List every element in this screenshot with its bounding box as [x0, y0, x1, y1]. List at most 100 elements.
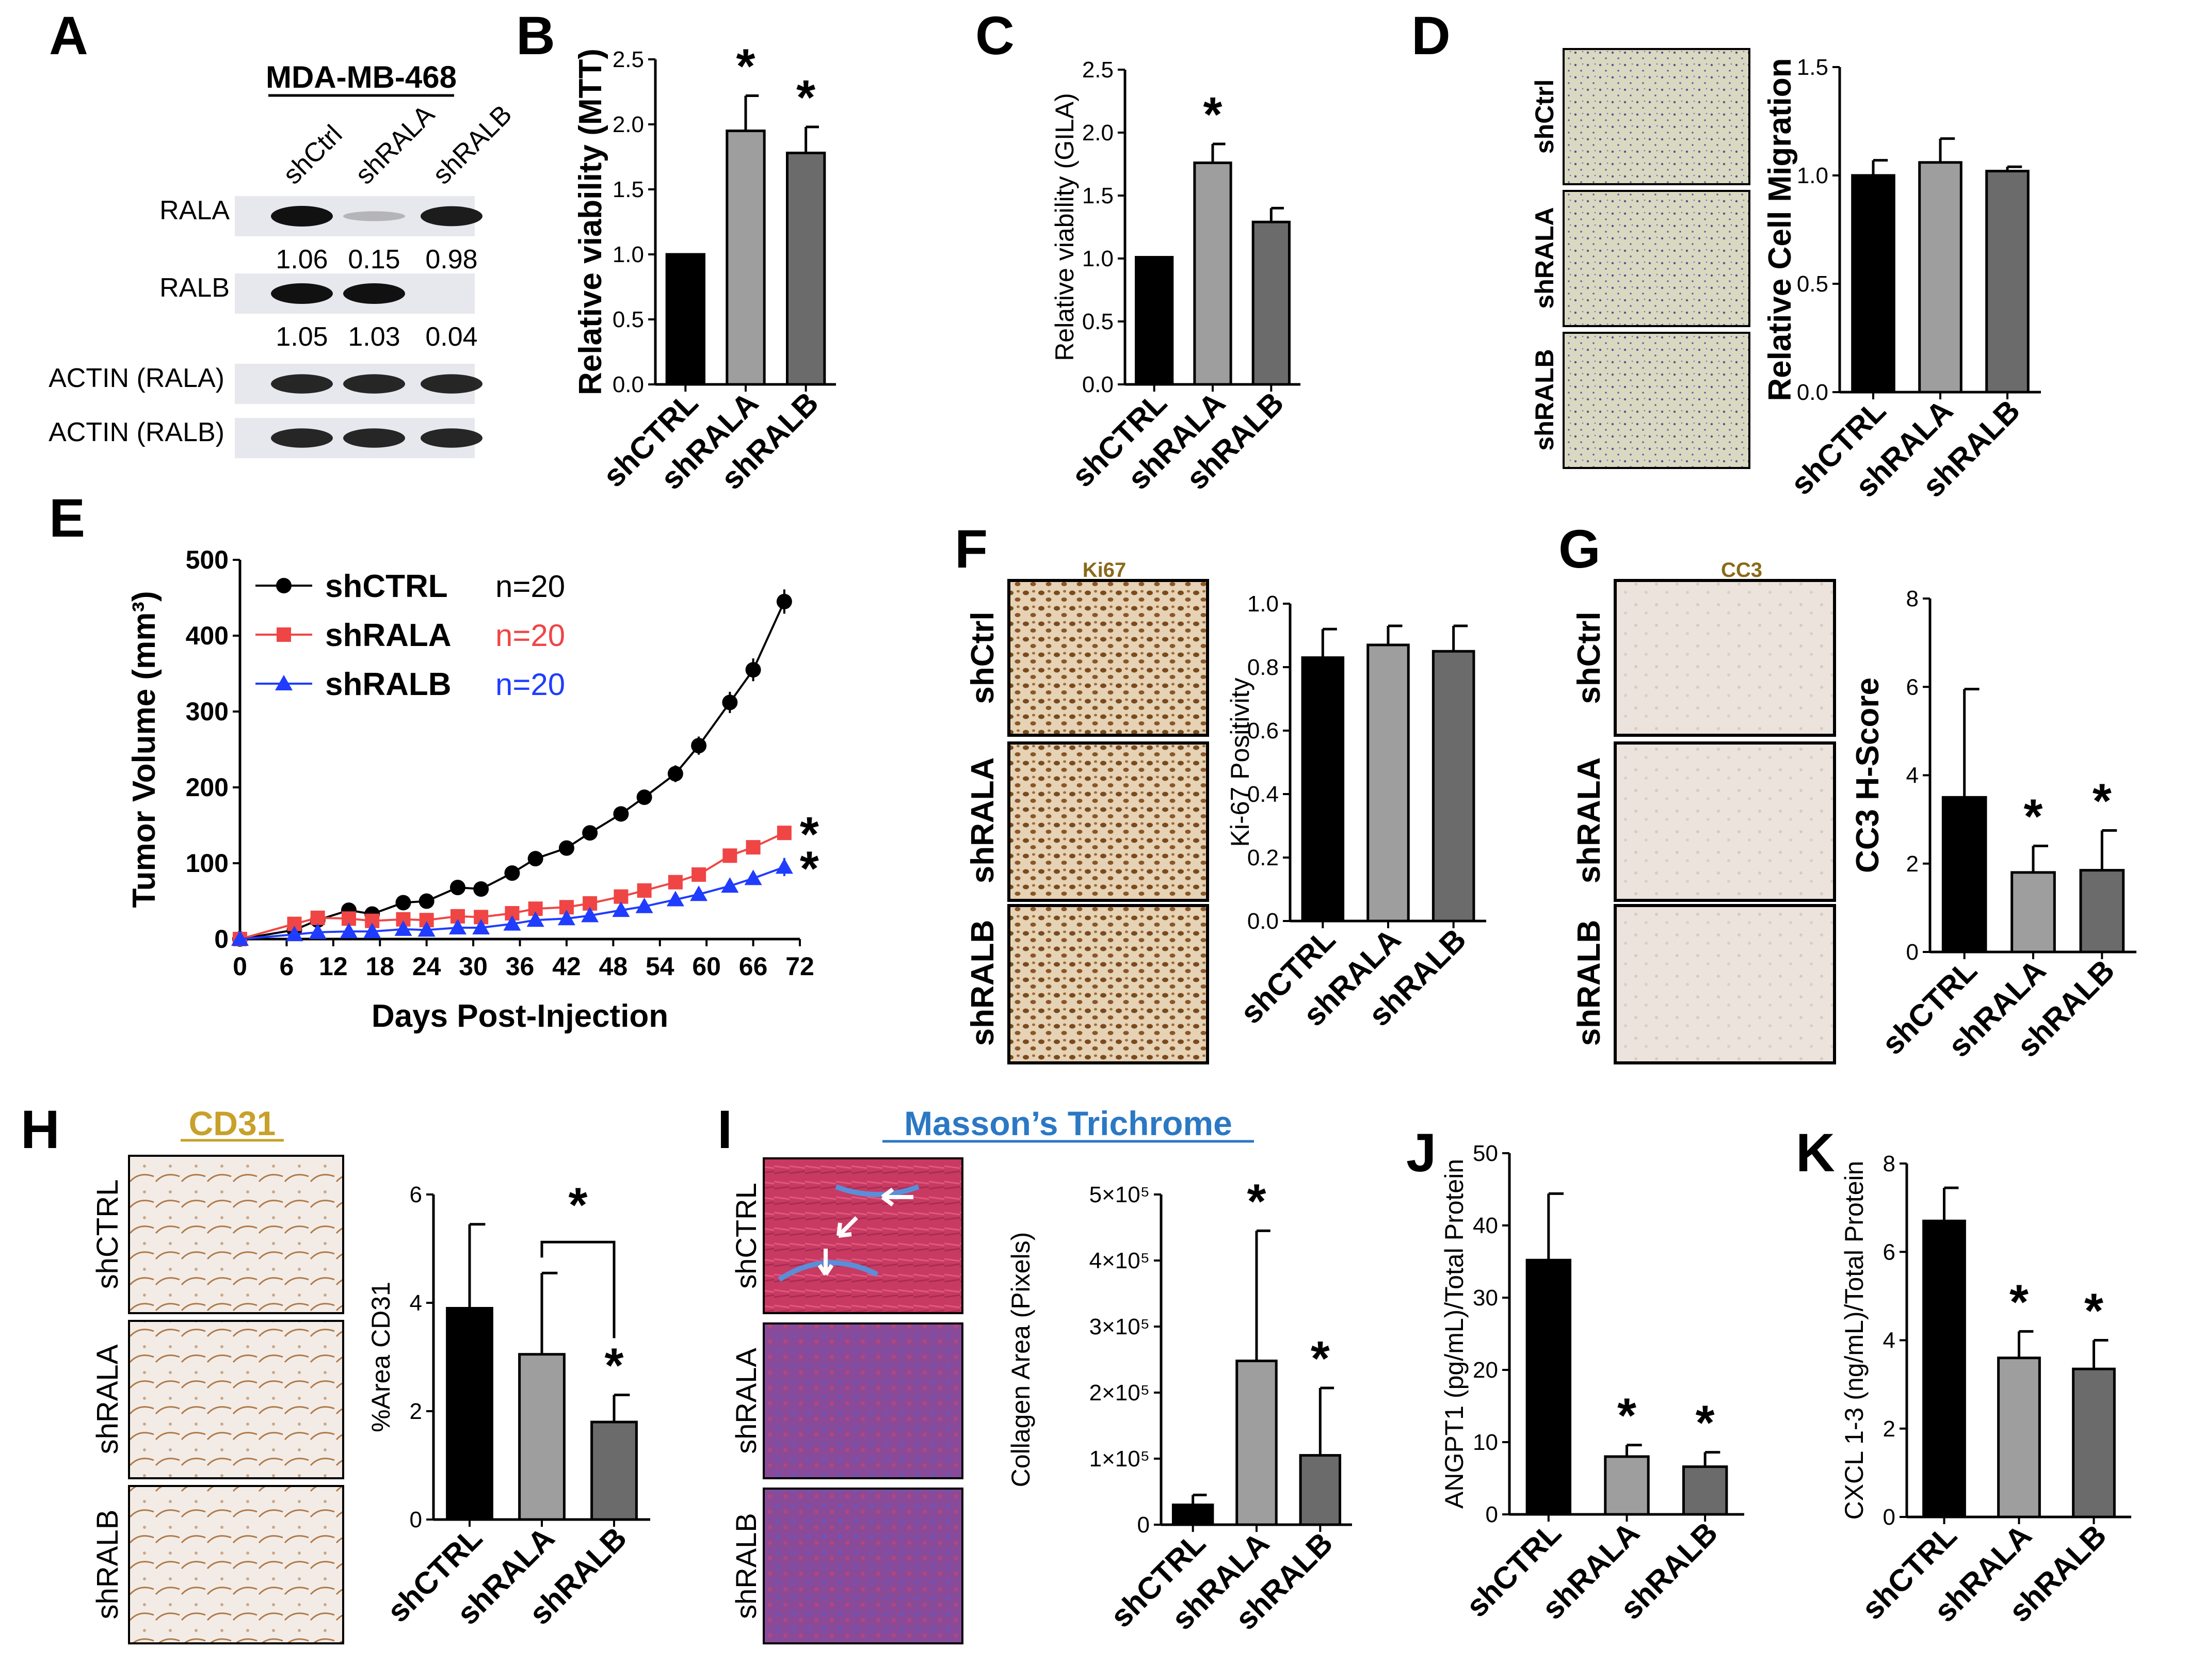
data-point-shralb: [417, 921, 436, 937]
stain-label-cd31: CD31: [189, 1104, 276, 1142]
arrow-icon: [817, 1249, 834, 1276]
y-tick-label: 0: [1883, 1505, 1895, 1530]
bar-shctrl: [446, 1307, 493, 1521]
y-tick-label: 6: [1906, 674, 1919, 700]
x-tick-label: 24: [412, 952, 441, 981]
stain-label-cc3: CC3: [1721, 559, 1762, 581]
panel-label-j: J: [1406, 1123, 1436, 1183]
bar-shrala: [1997, 1356, 2041, 1519]
bar-shctrl: [1301, 656, 1345, 923]
x-tick-label: 66: [739, 952, 768, 981]
blot-quant-value: 1.03: [348, 322, 400, 352]
row-label-i-shralb: shRALB: [730, 1513, 762, 1619]
row-label-d-shctrl: shCtrl: [1530, 79, 1559, 154]
row-label-h-shralb: shRALB: [91, 1510, 124, 1620]
y-tick-label: 200: [186, 773, 229, 802]
chart-i-collagen: 0 1×10⁵ 2×10⁵ 3×10⁵ 4×10⁵ 5×10⁵ Collagen Area …: [1006, 1174, 1352, 1637]
y-tick-label: 40: [1473, 1213, 1498, 1238]
bar-shralb: [786, 151, 826, 386]
legend-marker: [277, 627, 291, 642]
bar-shralb: [590, 1420, 638, 1521]
y-tick-label: 400: [186, 621, 229, 650]
bar-shrala: [1235, 1360, 1278, 1526]
y-tick-label: 0: [1137, 1512, 1150, 1538]
data-point-shctrl: [745, 662, 761, 678]
bar-shctrl: [665, 253, 705, 386]
x-tick-label: 30: [459, 952, 488, 981]
significance-star: *: [2024, 789, 2043, 844]
y-tick-label: 8: [1906, 586, 1919, 611]
blot-lane-label: shRALA: [349, 99, 440, 190]
legend-label: shCTRL: [325, 569, 448, 604]
y-tick-label: 0.8: [1247, 655, 1279, 680]
legend-n: n=20: [495, 569, 565, 604]
y-tick-label: 100: [186, 849, 229, 878]
data-point-shrala: [637, 883, 652, 898]
y-axis-title: Ki-67 Positivity: [1226, 678, 1254, 847]
bar-shctrl: [1135, 256, 1174, 386]
blot-band: [271, 428, 333, 448]
blot-row-label: RALA: [159, 196, 230, 225]
x-tick-label: 60: [692, 952, 721, 981]
x-tick-label: 42: [552, 952, 581, 981]
y-axis-title: Tumor Volume (mm³): [126, 591, 162, 908]
data-point-shrala: [310, 910, 325, 925]
data-point-shctrl: [504, 865, 520, 881]
data-point-shralb: [721, 877, 739, 893]
bar-shralb: [1431, 650, 1475, 923]
significance-star: *: [1247, 1174, 1266, 1229]
bar-shrala: [1918, 161, 1962, 394]
y-tick-label: 2.0: [1082, 120, 1114, 146]
legend-n: n=20: [495, 667, 565, 702]
significance-star: *: [796, 70, 815, 125]
data-point-shrala: [722, 848, 737, 863]
row-label-i-shrala: shRALA: [730, 1348, 762, 1454]
y-tick-label: 1.0: [1082, 246, 1114, 271]
x-tick-label: 54: [646, 952, 674, 981]
blot-band: [271, 374, 333, 394]
x-tick-label: 18: [365, 952, 394, 981]
y-tick-label: 0.5: [1797, 271, 1828, 297]
panel-h: H CD31 shCTRL shRALA shRALB: [21, 1100, 344, 1644]
stain-label-ki67: Ki67: [1083, 559, 1127, 581]
blot-quant-value: 1.06: [276, 245, 328, 274]
significance-star: *: [605, 1338, 624, 1393]
blot-band: [343, 283, 405, 304]
data-point-shctrl: [473, 881, 489, 897]
data-point-shralb: [448, 918, 466, 934]
y-tick-label: 4: [410, 1290, 422, 1316]
micrograph-ki67-shrala: [1007, 741, 1209, 902]
chart-f-ki67: 0.00.20.40.60.81.0Ki-67 PositivityshCTRL…: [1226, 591, 1486, 1033]
x-tick-label: 72: [785, 952, 814, 981]
blot-rows: RALA 1.06 0.15 0.98 RALB 1.05 1.03 0.04 ACTIN (R…: [49, 196, 482, 458]
data-point-shctrl: [527, 851, 543, 867]
y-tick-label: 1.0: [1797, 163, 1828, 188]
y-tick-label: 6: [410, 1182, 422, 1207]
row-label-g-shrala: shRALA: [1571, 757, 1607, 884]
y-tick-label: 2: [1883, 1416, 1895, 1442]
y-tick-label: 4: [1883, 1328, 1895, 1353]
blot-quant-value: 0.98: [425, 245, 477, 274]
bar-shralb: [2079, 869, 2125, 954]
legend-marker: [276, 578, 292, 593]
data-point-shralb: [690, 885, 708, 901]
data-point-shralb: [363, 923, 381, 939]
data-point-shctrl: [776, 593, 792, 609]
y-tick-label: 50: [1473, 1141, 1498, 1166]
blot-quant-value: 0.15: [348, 245, 400, 274]
y-tick-label: 2.5: [613, 47, 644, 72]
y-axis-title: Relative viability (MTT): [573, 49, 608, 395]
data-point-shralb: [340, 923, 358, 939]
bar-shrala: [518, 1353, 566, 1521]
y-tick-label: 0: [1906, 940, 1919, 965]
bar-shctrl: [1922, 1219, 1966, 1519]
panel-f: F Ki67 shCtrl shRALA shRALB: [955, 519, 1209, 1064]
blot-band: [421, 428, 482, 448]
y-tick-label: 1.0: [1247, 591, 1279, 617]
panel-label-f: F: [955, 519, 988, 579]
y-tick-label: 1.5: [1082, 183, 1114, 208]
